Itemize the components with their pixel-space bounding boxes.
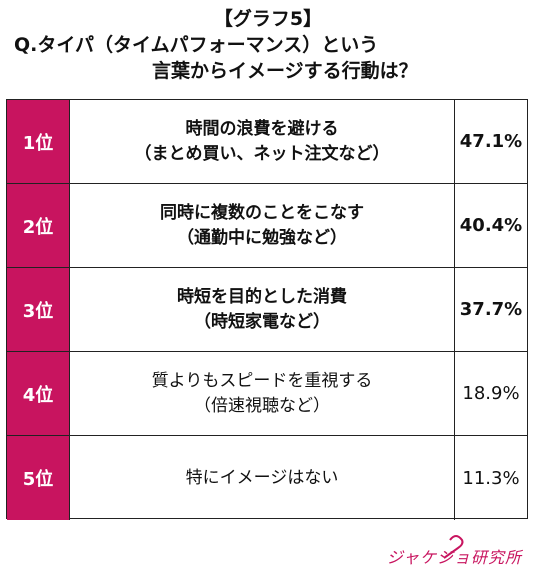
table-row: 3位 時短を目的とした消費 （時短家電など） 37.7% — [7, 268, 527, 352]
brand-logo: ジャケジョ研究所 — [362, 530, 522, 574]
brand-logo-text: ジャケジョ研究所 — [386, 548, 522, 567]
table-row: 1位 時間の浪費を避ける （まとめ買い、ネット注文など） 47.1% — [7, 100, 527, 184]
percentage-cell: 18.9% — [462, 383, 520, 404]
description-example: （時短家電など） — [194, 311, 330, 332]
description-cell: 質よりもスピードを重視する （倍速視聴など） — [70, 352, 455, 435]
description-cell: 時間の浪費を避ける （まとめ買い、ネット注文など） — [70, 100, 455, 183]
ranking-table: 1位 時間の浪費を避ける （まとめ買い、ネット注文など） 47.1% 2位 同時に複数のこ… — [6, 99, 528, 520]
table-row: 4位 質よりもスピードを重視する （倍速視聴など） 18.9% — [7, 352, 527, 436]
percentage-cell: 47.1% — [459, 131, 523, 152]
percentage-cell: 37.7% — [459, 299, 523, 320]
chart-title: 【グラフ5】 — [213, 8, 323, 30]
description-cell: 時短を目的とした消費 （時短家電など） — [70, 268, 455, 351]
rank-cell: 5位 — [7, 436, 70, 520]
rank-cell: 2位 — [7, 184, 70, 267]
description-example: （通勤中に勉強など） — [177, 227, 347, 248]
description-cell: 特にイメージはない — [70, 436, 455, 520]
description-main: 質よりもスピードを重視する — [151, 370, 373, 391]
table-row: 2位 同時に複数のことをこなす （通勤中に勉強など） 40.4% — [7, 184, 527, 268]
question-line-1: Q.タイパ（タイムパフォーマンス）という — [14, 34, 379, 56]
percentage-cell: 40.4% — [459, 215, 523, 236]
rank-cell: 3位 — [7, 268, 70, 351]
rank-cell: 4位 — [7, 352, 70, 435]
description-main: 同時に複数のことをこなす — [160, 202, 364, 223]
description-main: 特にイメージはない — [185, 467, 339, 488]
description-example: （倍速視聴など） — [194, 395, 330, 416]
rank-cell: 1位 — [7, 100, 70, 183]
question-line-2: 言葉からイメージする行動は？ — [152, 60, 418, 82]
percentage-cell: 11.3% — [462, 467, 520, 489]
hanger-icon — [443, 535, 464, 559]
description-main: 時短を目的とした消費 — [177, 286, 347, 307]
table-row: 5位 特にイメージはない 11.3% — [7, 436, 527, 520]
description-cell: 同時に複数のことをこなす （通勤中に勉強など） — [70, 184, 455, 267]
description-example: （まとめ買い、ネット注文など） — [134, 143, 390, 164]
description-main: 時間の浪費を避ける — [185, 118, 339, 139]
